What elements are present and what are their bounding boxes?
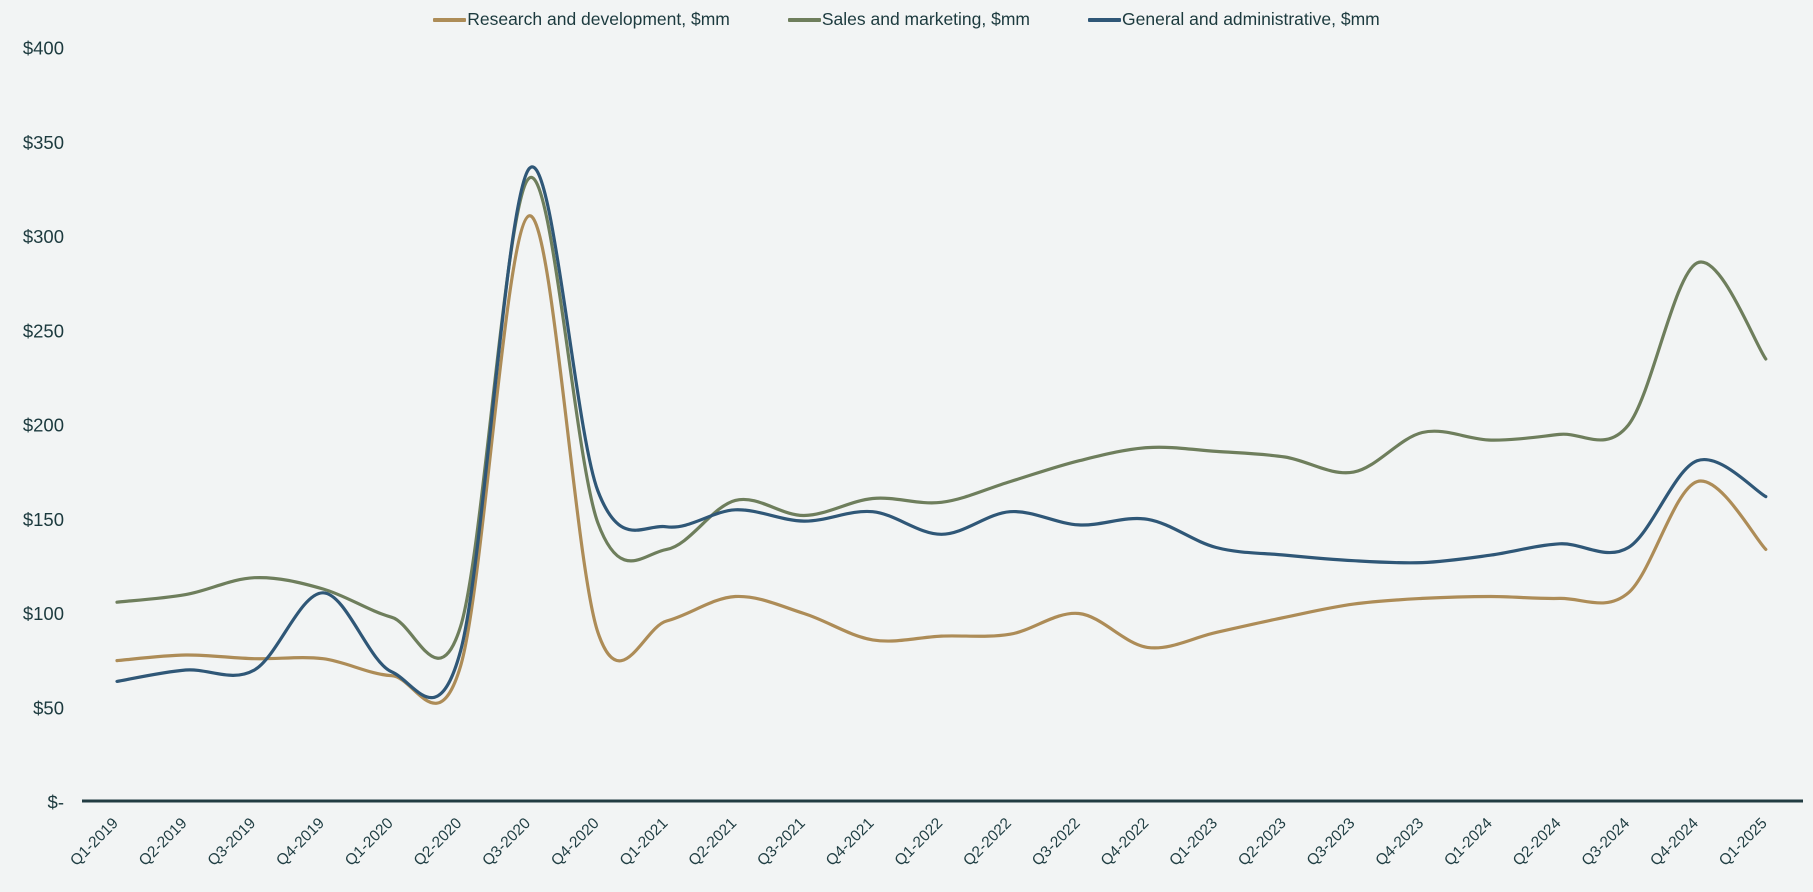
- x-axis-tick-label: Q2-2024: [1510, 815, 1565, 870]
- x-axis-tick-label: Q3-2021: [754, 815, 809, 870]
- x-axis-tick-label: Q4-2024: [1647, 815, 1702, 870]
- x-axis-tick-label: Q4-2021: [823, 815, 878, 870]
- y-axis-tick-label: $150: [23, 509, 64, 530]
- x-axis-tick-label: Q1-2023: [1166, 815, 1221, 870]
- y-axis-tick-label: $300: [23, 226, 64, 247]
- legend-item-sales-and-marketing: Sales and marketing, $mm: [787, 9, 1031, 30]
- legend-label: General and administrative, $mm: [1122, 9, 1380, 29]
- y-axis-tick-label: $100: [23, 603, 64, 624]
- x-axis-tick-label: Q4-2020: [548, 815, 603, 870]
- y-axis-tick-label: $200: [23, 415, 64, 436]
- chart-legend: Research and development, $mm Sales and …: [0, 9, 1813, 30]
- series-line-general-and-administrative-mm: [115, 165, 1768, 700]
- y-axis-tick-label: $350: [23, 132, 64, 153]
- legend-label: Research and development, $mm: [467, 9, 730, 29]
- y-axis-tick-label: $250: [23, 320, 64, 341]
- x-axis-tick-label: Q2-2023: [1235, 815, 1290, 870]
- x-axis-tick-label: Q3-2019: [205, 815, 260, 870]
- x-axis-tick-label: Q2-2020: [411, 815, 466, 870]
- x-axis-tick-label: Q1-2022: [892, 815, 947, 870]
- x-axis-tick-label: Q2-2021: [685, 815, 740, 870]
- x-axis-tick-label: Q2-2019: [136, 815, 191, 870]
- x-axis-tick-label: Q3-2022: [1029, 815, 1084, 870]
- legend-label: Sales and marketing, $mm: [821, 9, 1031, 29]
- legend-swatch: [787, 17, 821, 22]
- x-axis-tick-label: Q1-2019: [67, 815, 122, 870]
- x-axis-tick-label: Q1-2020: [342, 815, 397, 870]
- x-axis-tick-label: Q3-2024: [1579, 815, 1634, 870]
- x-axis-tick-label: Q4-2022: [1098, 815, 1153, 870]
- x-axis-tick-label: Q1-2021: [617, 815, 672, 870]
- legend-swatch: [1088, 17, 1122, 22]
- legend-swatch: [433, 17, 467, 22]
- x-axis-tick-label: Q4-2019: [273, 815, 328, 870]
- x-axis-tick-label: Q1-2025: [1716, 815, 1771, 870]
- x-axis-tick-label: Q4-2023: [1372, 815, 1427, 870]
- series-line-research-and-development-mm: [115, 214, 1768, 705]
- x-axis-tick-label: Q2-2022: [960, 815, 1015, 870]
- series-line-sales-and-marketing-mm: [115, 176, 1768, 660]
- y-axis-tick-label: $-: [48, 792, 64, 813]
- y-axis-tick-label: $50: [33, 697, 64, 718]
- legend-item-general-and-administrative: General and administrative, $mm: [1088, 9, 1380, 30]
- x-axis-tick-label: Q3-2023: [1304, 815, 1359, 870]
- x-axis-tick-label: Q1-2024: [1441, 815, 1496, 870]
- y-axis-tick-label: $400: [23, 38, 64, 59]
- legend-item-research-and-development: Research and development, $mm: [433, 9, 730, 30]
- x-axis-tick-label: Q3-2020: [479, 815, 534, 870]
